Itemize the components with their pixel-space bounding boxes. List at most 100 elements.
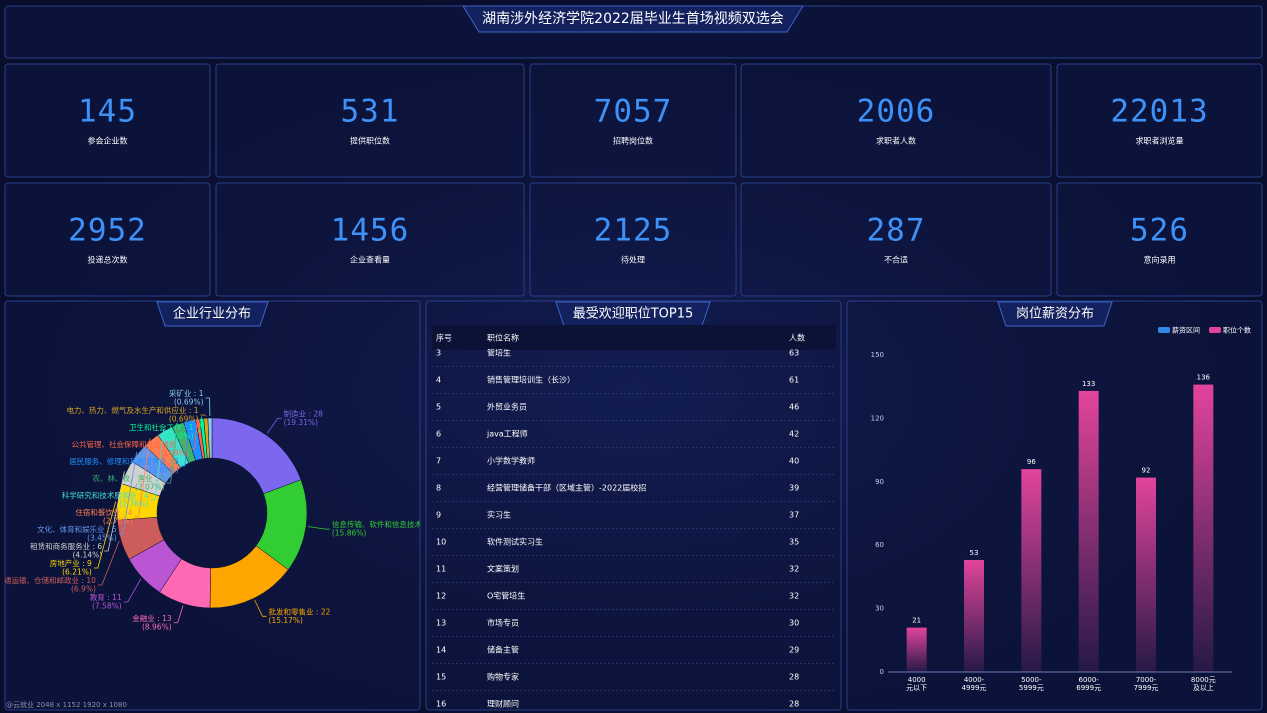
table-header: 序号 bbox=[436, 333, 452, 343]
pie-percent: (2.07%) bbox=[149, 466, 179, 475]
bar bbox=[1078, 390, 1099, 672]
kpi-label: 求职者浏览量 bbox=[1136, 136, 1184, 146]
legend-label: 职位个数 bbox=[1223, 326, 1251, 335]
kpi-card bbox=[740, 182, 1052, 297]
x-tick-label: 5999元 bbox=[1019, 684, 1044, 692]
table-cell: 3 bbox=[436, 349, 441, 358]
leader-line bbox=[200, 414, 206, 417]
table-header: 人数 bbox=[789, 333, 805, 343]
table-header-bg bbox=[432, 325, 836, 350]
pie-title: 企业行业分布 bbox=[173, 306, 251, 322]
bar-panel bbox=[846, 300, 1263, 711]
y-tick-label: 60 bbox=[875, 541, 884, 549]
pie-label: 文化、体育和娱乐业 : 5 bbox=[37, 524, 117, 534]
bar-value-label: 21 bbox=[912, 617, 921, 625]
x-tick-label: 5000- bbox=[1021, 676, 1042, 684]
x-tick-label: 7999元 bbox=[1134, 684, 1159, 692]
pie-percent: (7.58%) bbox=[92, 602, 122, 611]
table-cell: 13 bbox=[436, 619, 446, 628]
table-cell: 40 bbox=[789, 457, 799, 466]
pie-percent: (3.45%) bbox=[87, 534, 117, 543]
pie-label: 农、林、牧、渔业 : 3 bbox=[93, 473, 165, 483]
table-cell: 61 bbox=[789, 376, 799, 385]
table-cell: 5 bbox=[436, 403, 441, 412]
kpi-label: 意向录用 bbox=[1144, 255, 1176, 265]
kpi-card bbox=[529, 182, 737, 297]
table-cell: 15 bbox=[436, 673, 446, 682]
table-cell: java工程师 bbox=[486, 429, 528, 439]
pie-percent: (15.86%) bbox=[332, 529, 367, 538]
kpi-label: 投递总次数 bbox=[88, 255, 128, 265]
table-cell: 42 bbox=[789, 430, 799, 439]
table-cell: 储备主管 bbox=[487, 645, 519, 655]
pie-percent: (2.76%) bbox=[103, 517, 133, 526]
bar-chart: 0 30 60 90 120 150 薪资区间 职位个数 21 53 96 133 92 136 4000元… bbox=[871, 326, 1251, 693]
table-cell: O宅管培生 bbox=[487, 591, 525, 601]
y-tick-label: 150 bbox=[871, 351, 884, 359]
pie-percent: (0.69%) bbox=[174, 398, 204, 407]
kpi-value: 7057 bbox=[594, 94, 673, 130]
kpi-label: 待处理 bbox=[621, 255, 645, 265]
kpi-card bbox=[215, 182, 525, 297]
table-cell: 32 bbox=[789, 565, 799, 574]
kpi-value: 22013 bbox=[1110, 94, 1208, 130]
footer: @云就业 2048 x 1152 1920 x 1080 bbox=[6, 700, 127, 709]
table-cell: 28 bbox=[789, 673, 799, 682]
pie-title-tab bbox=[156, 301, 269, 327]
leader-line bbox=[118, 451, 138, 535]
x-tick-label: 6999元 bbox=[1076, 684, 1101, 692]
pie-label: 居民服务、修理和其他服务业 : 3 bbox=[69, 456, 179, 466]
page-title: 湖南涉外经济学院2022届毕业生首场视频双选会 bbox=[482, 11, 784, 27]
pie-label: 房地产业 : 9 bbox=[50, 558, 92, 568]
pie-label: 金融业 : 13 bbox=[132, 613, 172, 623]
table-cell: 30 bbox=[789, 619, 799, 628]
kpi-card bbox=[529, 63, 737, 178]
table-cell: 35 bbox=[789, 538, 799, 547]
bar-title: 岗位薪资分布 bbox=[1016, 307, 1094, 322]
bar bbox=[1136, 477, 1156, 672]
pie-chart: 制造业 : 28(19.31%)信息传输、软件和信息技术服务业 : 23(15.… bbox=[5, 388, 420, 631]
pie-label: 卫生和社会工作 : 1 bbox=[129, 422, 194, 432]
pie-label: 科学研究和技术服务业 : 4 bbox=[62, 490, 149, 500]
y-tick-label: 90 bbox=[875, 478, 884, 486]
pie-percent: (6.21%) bbox=[62, 568, 92, 577]
table-cell: 63 bbox=[789, 349, 799, 358]
table-cell: 37 bbox=[789, 511, 799, 520]
table-cell: 管培生 bbox=[487, 348, 511, 358]
pie-label: 制造业 : 28 bbox=[284, 409, 324, 419]
leader-line bbox=[307, 526, 330, 530]
legend-swatch bbox=[1158, 327, 1170, 333]
table-cell: 46 bbox=[789, 403, 799, 412]
leader-line bbox=[266, 418, 282, 434]
kpi-card bbox=[4, 63, 211, 178]
table-cell: 16 bbox=[436, 700, 446, 709]
table-cell: 9 bbox=[436, 511, 441, 520]
pie-panel bbox=[4, 300, 421, 711]
table-cell: 14 bbox=[436, 646, 446, 655]
table-header: 职位名称 bbox=[487, 333, 519, 343]
table-panel bbox=[425, 300, 842, 711]
kpi-card bbox=[1056, 63, 1263, 178]
pie-label: 电力、热力、燃气及水生产和供应业 : 1 bbox=[66, 405, 198, 415]
y-tick-label: 30 bbox=[875, 605, 884, 613]
kpi-label: 参会企业数 bbox=[88, 136, 128, 146]
leader-line bbox=[205, 397, 211, 417]
leader-line bbox=[173, 605, 184, 624]
table-title: 最受欢迎职位TOP15 bbox=[573, 307, 694, 322]
bar bbox=[1193, 384, 1214, 672]
table-cell: 文案策划 bbox=[487, 564, 519, 574]
table-cell: 外贸业务员 bbox=[487, 402, 527, 412]
bar bbox=[1021, 469, 1042, 672]
pie-label: 采矿业 : 1 bbox=[169, 388, 204, 398]
table-cell: 28 bbox=[789, 700, 799, 709]
x-tick-label: 4000 bbox=[908, 676, 926, 684]
table-cell: 39 bbox=[789, 484, 799, 493]
bar-title-tab bbox=[997, 301, 1113, 327]
kpi-value: 145 bbox=[78, 94, 137, 130]
y-tick-label: 0 bbox=[880, 668, 884, 676]
kpi-label: 提供职位数 bbox=[350, 136, 390, 146]
pie-percent: (6.9%) bbox=[71, 585, 96, 594]
